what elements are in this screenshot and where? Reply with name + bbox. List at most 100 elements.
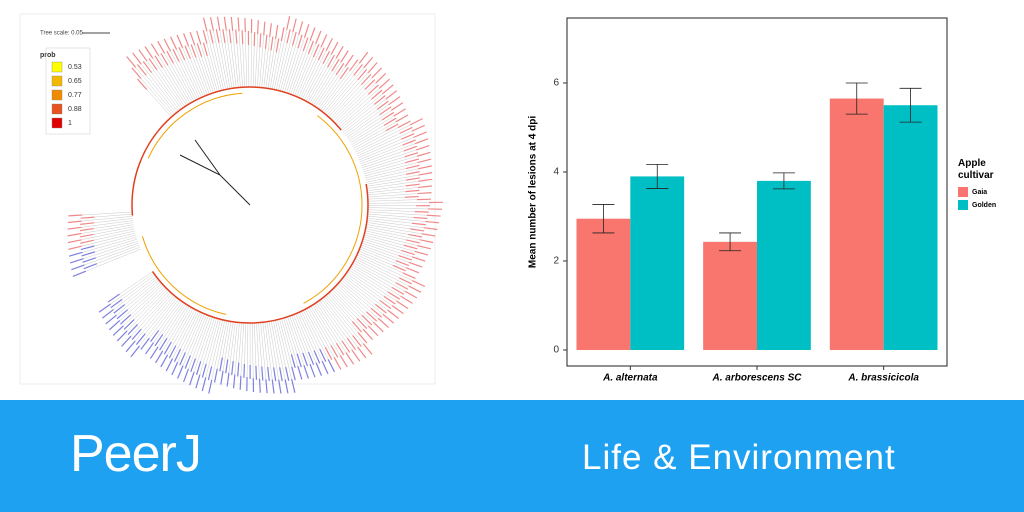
tree-leaf [330, 41, 339, 55]
tree-branch [182, 47, 204, 97]
tree-branch [343, 276, 388, 311]
tree-leaf [263, 21, 266, 36]
tree-leaf [241, 30, 244, 45]
tree-leaf [170, 36, 178, 50]
tree-leaf [286, 29, 291, 44]
tree-branch [276, 43, 288, 91]
tree-branch [367, 213, 414, 218]
tree-leaf [411, 222, 426, 226]
tree-leaf [219, 357, 223, 372]
tree-legend-label: 0.88 [68, 106, 82, 113]
tree-leaf [352, 335, 362, 347]
tree-branch [361, 242, 399, 256]
y-tick-label: 6 [553, 78, 559, 89]
tree-branch [113, 276, 157, 310]
tree-leaf [179, 352, 186, 366]
tree-branch [298, 47, 322, 98]
tree-branch [188, 46, 208, 96]
tree-leaf [379, 299, 392, 310]
tree-branch [347, 271, 384, 297]
tree-leaf [67, 220, 82, 224]
tree-branch [205, 319, 221, 378]
tree-leaf [67, 239, 82, 244]
tree-branch [205, 318, 219, 365]
tree-leaf [228, 29, 232, 44]
tree-branch [286, 37, 305, 93]
tree-branch [82, 236, 137, 253]
tree-branch [151, 72, 180, 111]
tree-branch [84, 245, 140, 266]
tree-branch [199, 318, 217, 375]
tree-branch [345, 104, 389, 137]
tree-leaf [68, 251, 83, 257]
error-bar [592, 204, 615, 234]
tree-branch [273, 320, 286, 380]
tree-leaf [296, 353, 302, 368]
tree-branch [362, 240, 412, 258]
tree-branch [339, 281, 372, 309]
tree-branch [364, 162, 418, 177]
tree-leaf [322, 51, 330, 65]
tree-leaf [177, 365, 184, 379]
tree-branch [360, 143, 416, 165]
tree-leaf [377, 317, 389, 328]
tree-leaf [184, 45, 191, 59]
tree-leaf [415, 144, 430, 151]
tree-leaf [418, 165, 432, 170]
tree-leaf [423, 227, 438, 231]
tree-branch [184, 59, 202, 98]
tree-leaf [67, 232, 82, 237]
tree-leaf [400, 295, 413, 304]
tree-branch [301, 311, 320, 350]
tree-branch [240, 322, 244, 376]
tree-leaf [351, 321, 362, 333]
tree-branch [172, 310, 198, 359]
tree-branch [284, 48, 299, 93]
tree-branch [94, 234, 136, 247]
tree-leaf [378, 78, 390, 89]
tree-branch [121, 274, 156, 300]
tree-leaf [190, 44, 197, 58]
tree-leaf [335, 46, 344, 59]
tree-branch [81, 224, 134, 234]
tree-branch [302, 50, 327, 100]
tree-branch [123, 286, 165, 326]
tree-leaf [131, 328, 142, 341]
error-bar [719, 232, 742, 252]
tree-leaf [189, 31, 196, 46]
section-title: Life & Environment [582, 438, 896, 477]
tree-branch [195, 316, 211, 359]
tree-leaf [341, 340, 351, 353]
tree-branch [158, 55, 189, 105]
tree-branch [340, 93, 383, 130]
tree-branch [347, 110, 392, 140]
tree-leaf [189, 371, 195, 386]
tree-leaf [358, 51, 369, 64]
tree-legend-label: 1 [68, 120, 72, 127]
tree-leaf [265, 379, 268, 394]
tree-leaf [80, 216, 95, 219]
tree-leaf [116, 330, 128, 342]
tree-branch [294, 43, 316, 96]
tree-branch [307, 67, 328, 103]
tree-branch [295, 313, 317, 363]
tree-leaf [376, 100, 389, 111]
tree-leaf [121, 335, 132, 347]
tree-branch [259, 35, 264, 88]
tree-branch [282, 34, 299, 92]
bar [576, 218, 631, 350]
tree-branch [303, 310, 329, 360]
tree-leaf [298, 21, 304, 35]
tree-leaf [172, 48, 180, 62]
tree-leaf [405, 183, 420, 187]
tree-leaf [413, 216, 428, 220]
tree-leaf [138, 49, 148, 62]
tree-legend-key [51, 61, 63, 73]
tree-leaf [291, 31, 297, 46]
tree-branch [96, 246, 140, 264]
tree-leaf [81, 251, 96, 257]
figure: Tree scale: 0.05 prob 0.53 0.65 0.77 0.88 1 M… [19, 13, 996, 394]
tree-leaf [80, 239, 95, 244]
tree-leaf [361, 314, 373, 326]
bar [829, 98, 884, 350]
